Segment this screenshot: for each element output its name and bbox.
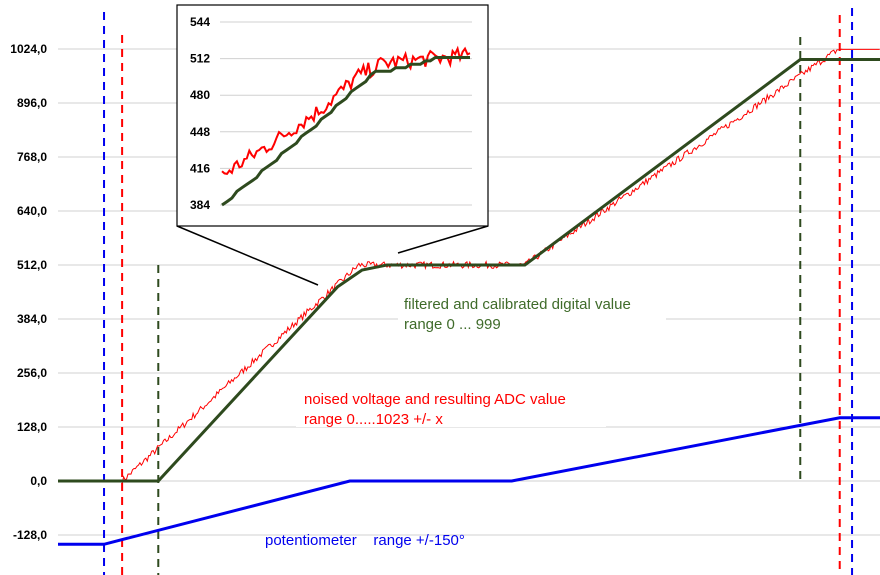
- annotation-potentiometer: potentiometer range +/-150°: [265, 532, 465, 549]
- annotation-adc-line2: range 0.....1023 +/- x: [304, 411, 443, 428]
- y-tick-label: -128,0: [13, 528, 47, 542]
- adc-line: [58, 48, 880, 485]
- y-tick-label: 768,0: [17, 150, 47, 164]
- inset-y-labels: 544 512 480 448 416 384: [190, 15, 210, 212]
- annotation-filtered-line2: range 0 ... 999: [404, 316, 501, 333]
- inset-adc-line: [221, 45, 471, 176]
- annotation-bg: [398, 288, 666, 332]
- y-tick-label: 128,0: [17, 420, 47, 434]
- callout-line-left: [176, 225, 319, 286]
- y-tick-label: 640,0: [17, 204, 47, 218]
- y-axis-labels: 1024,0 896,0 768,0 640,0 512,0 384,0 256,0 128,…: [10, 42, 47, 542]
- inset-frame: [176, 4, 489, 227]
- marker-lines: [103, 8, 854, 575]
- inset-y-tick-label: 480: [190, 88, 210, 102]
- inset-y-tick-label: 544: [190, 15, 210, 29]
- inset-series: [221, 45, 471, 207]
- annotation-bg: [296, 383, 606, 427]
- y-tick-label: 0,0: [30, 474, 47, 488]
- callout-line-right: [397, 225, 489, 254]
- inset-y-tick-label: 384: [190, 198, 210, 212]
- inset-y-tick-label: 448: [190, 125, 210, 139]
- series-lines: [58, 48, 880, 546]
- annotation-adc-line1: noised voltage and resulting ADC value: [304, 391, 566, 408]
- annotation-filtered-line1: filtered and calibrated digital value: [404, 296, 631, 313]
- potentiometer-line: [58, 416, 880, 546]
- y-tick-label: 1024,0: [10, 42, 47, 56]
- y-tick-label: 896,0: [17, 96, 47, 110]
- filtered-line: [58, 58, 880, 483]
- y-tick-label: 256,0: [17, 366, 47, 380]
- inset-grid: [220, 21, 472, 206]
- inset-filtered-line: [221, 56, 470, 207]
- inset-zoom: 544 512 480 448 416 384: [176, 4, 489, 286]
- y-tick-label: 384,0: [17, 312, 47, 326]
- inset-y-tick-label: 416: [190, 161, 210, 175]
- inset-y-tick-label: 512: [190, 52, 210, 66]
- annotations: filtered and calibrated digital value ra…: [265, 288, 666, 549]
- y-tick-label: 512,0: [17, 258, 47, 272]
